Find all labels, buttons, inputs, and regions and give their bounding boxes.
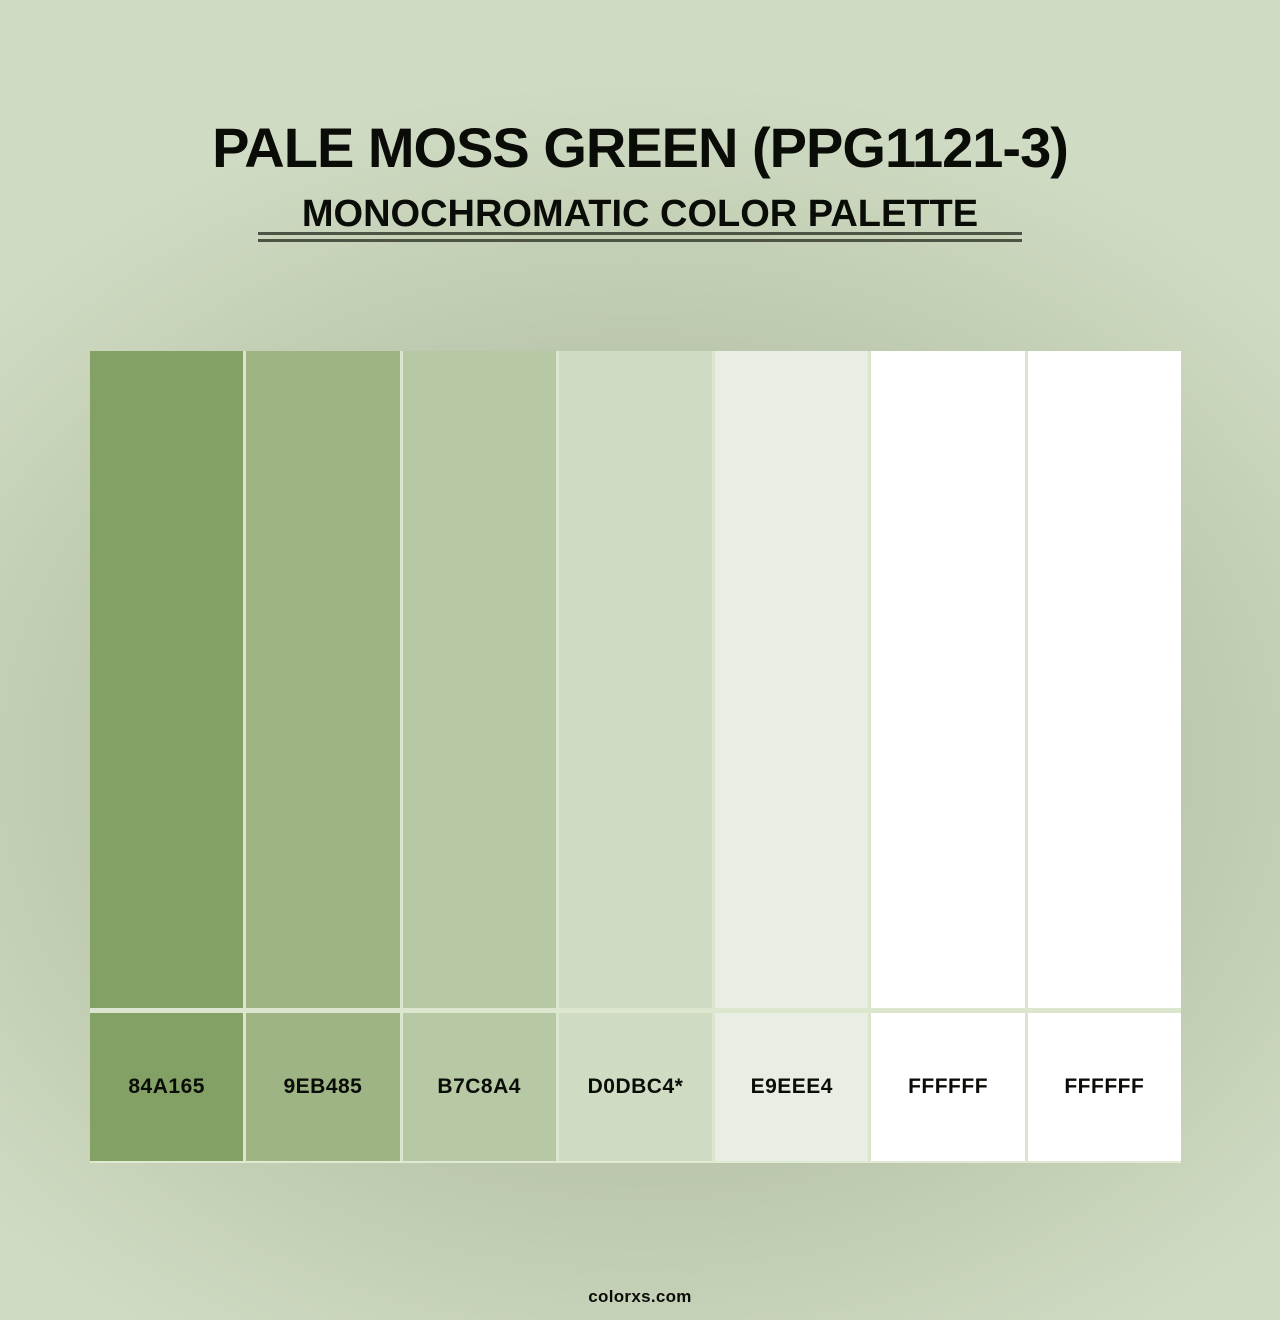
color-swatch [1027, 351, 1181, 1008]
swatch-column: FFFFFF [1027, 351, 1181, 1161]
swatch-column: 9EB485 [246, 351, 400, 1161]
color-hex-label: FFFFFF [1064, 1075, 1145, 1098]
swatch-column: 84A165 [90, 351, 244, 1161]
swatch-column: FFFFFF [871, 351, 1025, 1161]
swatch-column: E9EEE4 [715, 351, 869, 1161]
color-hex-label: E9EEE4 [750, 1075, 833, 1098]
color-hex-cell: 9EB485 [246, 1013, 400, 1161]
palette-grid: 84A165 9EB485 B7C8A4 D0DBC4* E9EEE4 FFFF… [90, 351, 1181, 1163]
color-hex-cell: E9EEE4 [715, 1013, 869, 1161]
page-title: PALE MOSS GREEN (PPG1121-3) [212, 115, 1069, 179]
color-swatch [715, 351, 869, 1008]
color-hex-label: D0DBC4* [587, 1075, 684, 1098]
color-hex-cell: 84A165 [90, 1013, 244, 1161]
title-divider [258, 232, 1022, 242]
footer-brand-text: colorxs.com [588, 1287, 692, 1306]
color-swatch [246, 351, 400, 1008]
color-swatch [871, 351, 1025, 1008]
color-hex-cell: D0DBC4* [558, 1013, 713, 1161]
color-hex-cell: FFFFFF [1027, 1013, 1181, 1161]
color-hex-cell: B7C8A4 [402, 1013, 556, 1161]
swatch-column: B7C8A4 [402, 351, 556, 1161]
color-swatch [90, 351, 244, 1008]
color-hex-label: FFFFFF [908, 1075, 989, 1098]
page-subtitle: MONOCHROMATIC COLOR PALETTE [301, 192, 979, 235]
color-hex-cell: FFFFFF [871, 1013, 1025, 1161]
color-hex-label: 84A165 [128, 1075, 205, 1098]
color-hex-label: 9EB485 [283, 1075, 363, 1098]
swatch-column: D0DBC4* [558, 351, 713, 1161]
color-swatch [402, 351, 556, 1008]
color-swatch [558, 351, 713, 1008]
color-hex-label: B7C8A4 [437, 1075, 521, 1098]
